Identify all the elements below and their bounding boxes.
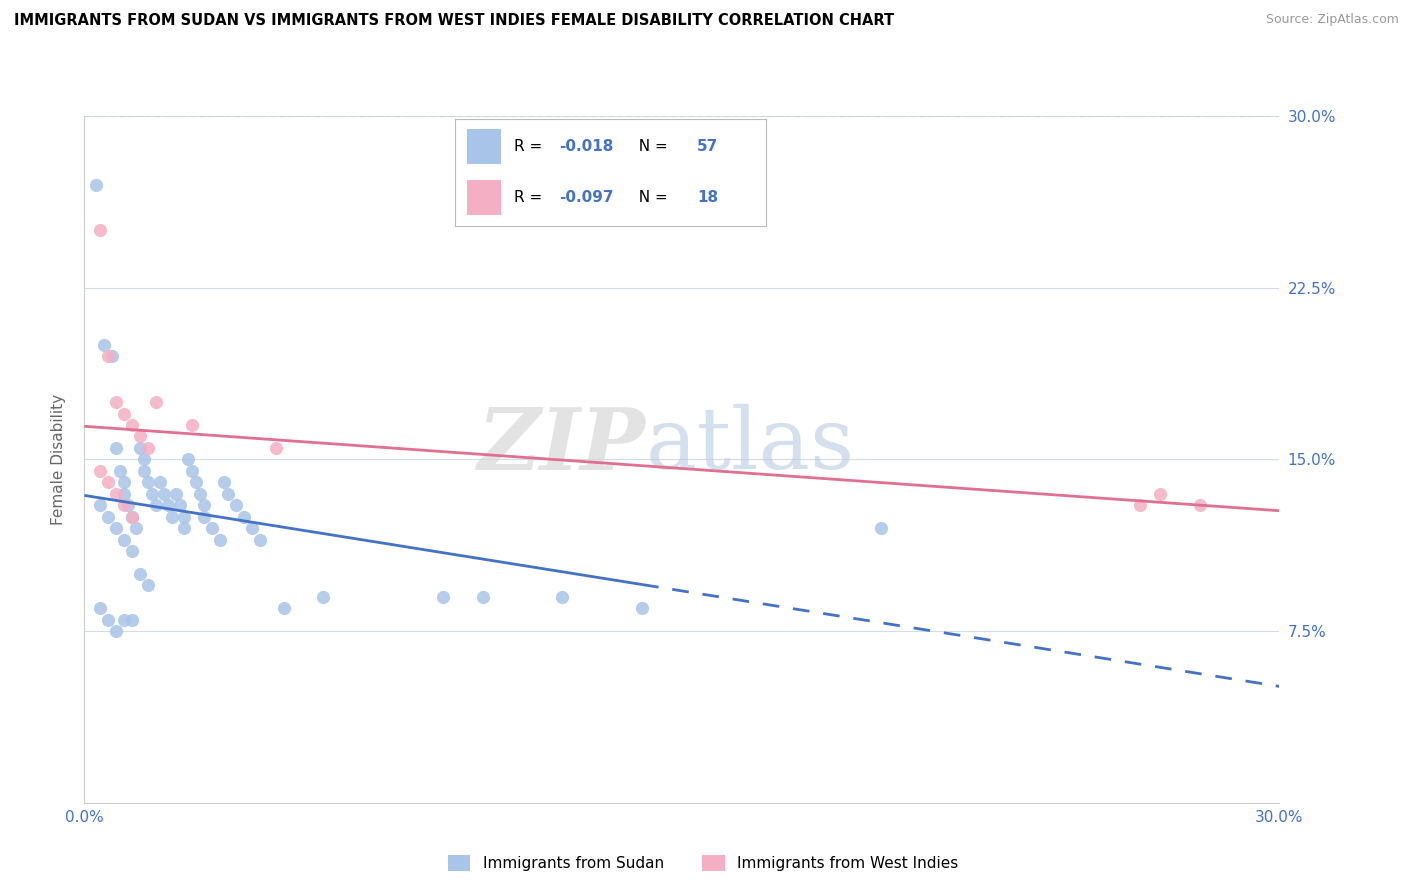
Point: [110, 464, 132, 478]
Point: [86, 178, 108, 192]
Point: [225, 498, 247, 512]
Point: [180, 464, 204, 478]
Point: [132, 452, 156, 467]
Point: [217, 487, 239, 501]
Point: [105, 487, 128, 501]
Point: [129, 441, 152, 455]
Point: [551, 590, 574, 604]
Point: [105, 521, 128, 535]
Point: [93, 338, 115, 352]
Point: [112, 475, 135, 490]
Point: [471, 590, 494, 604]
Point: [249, 533, 271, 547]
Point: [136, 441, 159, 455]
Point: [232, 509, 254, 524]
Y-axis label: Female Disability: Female Disability: [51, 393, 66, 525]
Point: [193, 498, 215, 512]
Text: IMMIGRANTS FROM SUDAN VS IMMIGRANTS FROM WEST INDIES FEMALE DISABILITY CORRELATI: IMMIGRANTS FROM SUDAN VS IMMIGRANTS FROM…: [14, 13, 894, 29]
Point: [136, 578, 159, 592]
Point: [153, 487, 176, 501]
Point: [129, 566, 152, 581]
Point: [160, 509, 183, 524]
Point: [201, 521, 224, 535]
Point: [89, 601, 111, 615]
Point: [169, 498, 191, 512]
Point: [631, 601, 654, 615]
Point: [1149, 487, 1171, 501]
Point: [177, 452, 200, 467]
Text: atlas: atlas: [645, 404, 855, 487]
Point: [273, 601, 295, 615]
Point: [112, 407, 135, 421]
Point: [165, 487, 187, 501]
Point: [184, 475, 207, 490]
Point: [121, 509, 143, 524]
Point: [432, 590, 454, 604]
Point: [89, 498, 111, 512]
Point: [136, 475, 159, 490]
Point: [132, 464, 156, 478]
Point: [112, 613, 135, 627]
Point: [97, 613, 120, 627]
Point: [117, 498, 139, 512]
Point: [1129, 498, 1152, 512]
Point: [125, 521, 148, 535]
Point: [188, 487, 211, 501]
Point: [141, 487, 163, 501]
Point: [129, 429, 152, 443]
Legend: Immigrants from Sudan, Immigrants from West Indies: Immigrants from Sudan, Immigrants from W…: [441, 849, 965, 877]
Point: [97, 350, 120, 364]
Point: [97, 509, 120, 524]
Point: [112, 533, 135, 547]
Point: [112, 498, 135, 512]
Point: [1188, 498, 1211, 512]
Point: [121, 509, 143, 524]
Point: [121, 613, 143, 627]
Point: [264, 441, 287, 455]
Point: [145, 498, 167, 512]
Point: [193, 509, 215, 524]
Point: [870, 521, 893, 535]
Point: [149, 475, 172, 490]
Point: [105, 441, 128, 455]
Text: ZIP: ZIP: [478, 404, 645, 487]
Point: [112, 487, 135, 501]
Point: [121, 417, 143, 433]
Text: Source: ZipAtlas.com: Source: ZipAtlas.com: [1265, 13, 1399, 27]
Point: [105, 624, 128, 639]
Point: [208, 533, 231, 547]
Point: [89, 464, 111, 478]
Point: [312, 590, 335, 604]
Point: [145, 395, 167, 409]
Point: [240, 521, 263, 535]
Point: [121, 544, 143, 558]
Point: [173, 521, 195, 535]
Point: [180, 417, 204, 433]
Point: [101, 350, 124, 364]
Point: [105, 395, 128, 409]
Point: [157, 498, 180, 512]
Point: [97, 475, 120, 490]
Point: [89, 223, 111, 237]
Point: [212, 475, 235, 490]
Point: [173, 509, 195, 524]
